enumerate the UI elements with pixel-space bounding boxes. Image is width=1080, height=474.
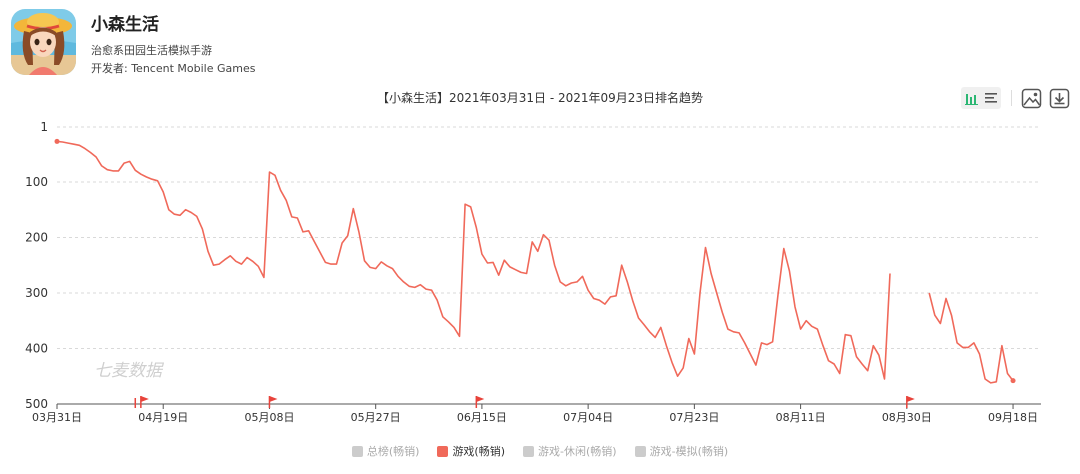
bar-chart-icon[interactable] <box>963 89 981 107</box>
series-point <box>54 138 60 144</box>
x-tick-label: 05月08日 <box>244 411 294 424</box>
app-icon <box>11 9 76 75</box>
y-tick-label: 1 <box>40 120 48 134</box>
y-tick-label: 400 <box>25 341 48 355</box>
app-developer: 开发者: Tencent Mobile Games <box>91 62 256 75</box>
legend-item[interactable]: 游戏(畅销) <box>437 443 505 459</box>
y-tick-label: 200 <box>25 230 48 244</box>
x-tick-label: 07月04日 <box>563 411 613 424</box>
series-line <box>928 292 1014 384</box>
chart-view-toggle <box>961 87 1001 109</box>
legend-swatch <box>351 445 363 457</box>
app-subtitle: 治愈系田园生活模拟手游 <box>91 44 212 57</box>
image-icon[interactable] <box>1021 88 1042 109</box>
series-line <box>56 140 891 380</box>
y-tick-label: 300 <box>25 286 48 300</box>
app-name: 小森生活 <box>91 15 159 35</box>
x-tick-label: 08月11日 <box>776 411 826 424</box>
download-icon[interactable] <box>1049 88 1070 109</box>
legend-item[interactable]: 游戏-休闲(畅销) <box>523 443 617 459</box>
toolbar-divider <box>1011 90 1012 106</box>
event-flag-icon <box>476 396 485 402</box>
y-tick-label: 100 <box>25 175 48 189</box>
x-tick-label: 09月18日 <box>988 411 1038 424</box>
legend-label: 游戏(畅销) <box>452 445 506 458</box>
legend-swatch <box>437 445 449 457</box>
x-tick-label: 05月27日 <box>351 411 401 424</box>
x-tick-label: 06月15日 <box>457 411 507 424</box>
event-flag-icon <box>906 396 915 402</box>
event-flag-icon <box>140 396 149 402</box>
legend-swatch <box>523 445 535 457</box>
legend-item[interactable]: 游戏-模拟(畅销) <box>634 443 729 459</box>
list-icon[interactable] <box>982 89 1000 107</box>
x-tick-label: 07月23日 <box>669 411 719 424</box>
legend-label: 游戏-模拟(畅销) <box>649 445 729 458</box>
legend-label: 游戏-休闲(畅销) <box>538 445 617 458</box>
chart-title: 【小森生活】2021年03月31日 - 2021年09月23日排名趋势 <box>376 91 704 105</box>
event-flag-icon <box>269 396 278 402</box>
x-tick-label: 03月31日 <box>32 411 82 424</box>
chart-legend: 总榜(畅销) 游戏(畅销) 游戏-休闲(畅销) 游戏-模拟(畅销) <box>0 443 1080 459</box>
y-tick-label: 500 <box>25 397 48 411</box>
series-point <box>1010 378 1016 384</box>
legend-item[interactable]: 总榜(畅销) <box>351 443 420 459</box>
legend-label: 总榜(畅销) <box>366 445 420 458</box>
watermark-text: 七麦数据 <box>94 361 165 381</box>
legend-swatch <box>634 445 646 457</box>
x-tick-label: 04月19日 <box>138 411 188 424</box>
x-tick-label: 08月30日 <box>882 411 932 424</box>
